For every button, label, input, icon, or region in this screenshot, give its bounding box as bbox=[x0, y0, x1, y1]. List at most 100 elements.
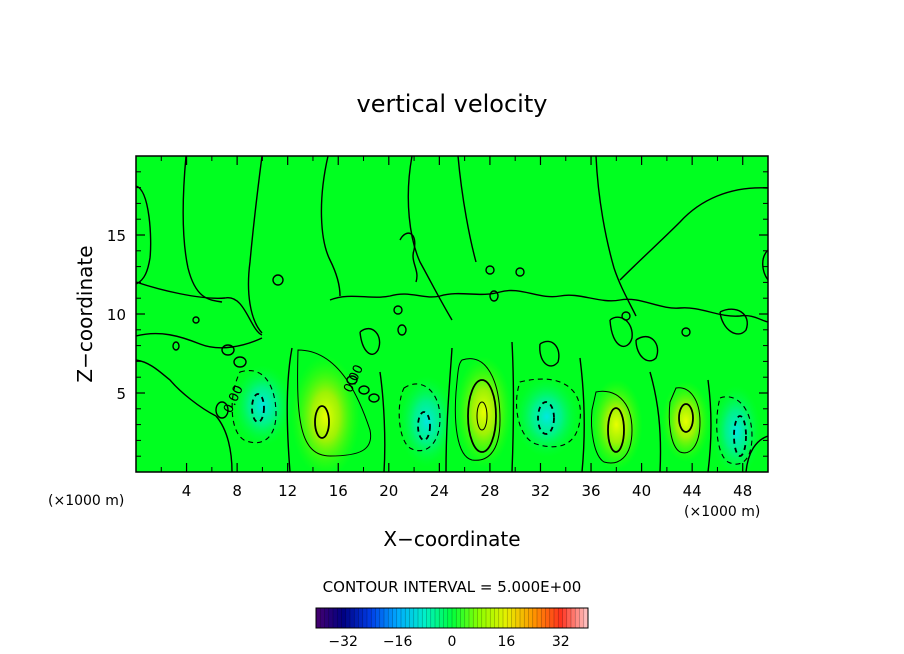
colorbar-cell bbox=[345, 608, 351, 628]
x-unit-left: (×1000 m) bbox=[48, 493, 124, 509]
colorbar-frame bbox=[315, 607, 589, 629]
colorbar-ticks: −32 −16 0 16 32 bbox=[328, 634, 569, 650]
colorbar-cell bbox=[379, 608, 385, 628]
colorbar-cell bbox=[392, 608, 398, 628]
colorbar-cell bbox=[396, 608, 402, 628]
y-tick-label-10: 10 bbox=[107, 306, 126, 324]
colorbar-cell bbox=[490, 608, 495, 628]
colorbar-cell bbox=[541, 608, 546, 628]
colorbar-tick-label--32: −32 bbox=[328, 634, 358, 650]
x-axis-ticks: 4 8 12 16 20 24 28 32 36 40 44 48 bbox=[160, 156, 752, 500]
colorbar-cell bbox=[549, 608, 555, 628]
colorbar-tick-label--16: −16 bbox=[383, 634, 413, 650]
colorbar-cell bbox=[558, 608, 563, 628]
colorbar-cell bbox=[583, 608, 589, 628]
colorbar-cell bbox=[566, 608, 572, 628]
colorbar-cell bbox=[413, 608, 419, 628]
colorbar-cell bbox=[554, 608, 559, 628]
colorbar-cell bbox=[545, 608, 551, 628]
velocity-cell-2 bbox=[291, 356, 360, 472]
colorbar-cell bbox=[515, 608, 521, 628]
colorbar-cell bbox=[443, 608, 449, 628]
chart-title: vertical velocity bbox=[357, 90, 548, 118]
colorbar-cell bbox=[333, 608, 338, 628]
colorbar-cell bbox=[367, 608, 372, 628]
colorbar-tick-label-0: 0 bbox=[448, 634, 457, 650]
x-tick-label-12: 12 bbox=[278, 482, 297, 500]
colorbar-cell bbox=[507, 608, 512, 628]
colorbar-cell bbox=[481, 608, 487, 628]
colorbar-cell bbox=[320, 608, 325, 628]
colorbar-cell bbox=[447, 608, 453, 628]
x-tick-label-28: 28 bbox=[480, 482, 499, 500]
contour-lines bbox=[136, 156, 768, 472]
x-unit-right: (×1000 m) bbox=[684, 504, 760, 520]
colorbar-cell bbox=[401, 608, 406, 628]
colorbar-cell bbox=[528, 608, 534, 628]
colorbar-cell bbox=[371, 608, 376, 628]
x-tick-label-36: 36 bbox=[581, 482, 600, 500]
velocity-cell-7 bbox=[661, 380, 711, 462]
colorbar-cell bbox=[456, 608, 461, 628]
x-tick-label-32: 32 bbox=[531, 482, 550, 500]
colorbar-cell bbox=[422, 608, 427, 628]
y-axis-ticks: 5 10 15 bbox=[107, 171, 768, 457]
x-axis-label: X−coordinate bbox=[383, 527, 520, 551]
colorbar-cell bbox=[328, 608, 334, 628]
colorbar: −32 −16 0 16 32 bbox=[315, 607, 589, 650]
x-tick-label-44: 44 bbox=[683, 482, 702, 500]
colorbar-cell bbox=[486, 608, 491, 628]
velocity-cell-3 bbox=[398, 375, 456, 467]
colorbar-cell bbox=[341, 608, 347, 628]
colorbar-cell bbox=[464, 608, 470, 628]
negative-contours bbox=[231, 369, 753, 465]
velocity-cell-5 bbox=[514, 376, 580, 458]
velocity-cell-8 bbox=[712, 385, 761, 472]
colorbar-cell bbox=[473, 608, 478, 628]
colorbar-cell bbox=[409, 608, 415, 628]
colorbar-cell bbox=[384, 608, 389, 628]
colorbar-cell bbox=[511, 608, 517, 628]
colorbar-cell bbox=[316, 608, 321, 628]
colorbar-cell bbox=[503, 608, 508, 628]
colorbar-cell bbox=[452, 608, 457, 628]
velocity-cell-1 bbox=[232, 365, 293, 447]
colorbar-cell bbox=[520, 608, 525, 628]
y-tick-label-5: 5 bbox=[116, 385, 126, 403]
x-tick-label-24: 24 bbox=[430, 482, 449, 500]
colorbar-cell bbox=[575, 608, 580, 628]
plot-area: 0.000.00 bbox=[135, 155, 769, 473]
x-tick-label-4: 4 bbox=[182, 482, 192, 500]
colorbar-tick-label-16: 16 bbox=[497, 634, 515, 650]
colorbar-cell bbox=[388, 608, 393, 628]
colorbar-cell bbox=[562, 608, 568, 628]
y-axis-label: Z−coordinate bbox=[73, 245, 97, 382]
y-tick-label-15: 15 bbox=[107, 227, 126, 245]
colorbar-cell bbox=[439, 608, 444, 628]
colorbar-cells bbox=[315, 608, 589, 628]
x-tick-label-20: 20 bbox=[379, 482, 398, 500]
colorbar-cell bbox=[362, 608, 368, 628]
colorbar-cell bbox=[477, 608, 483, 628]
colorbar-cell bbox=[350, 608, 355, 628]
colorbar-cell bbox=[324, 608, 330, 628]
colorbar-cell bbox=[354, 608, 359, 628]
colorbar-cell bbox=[460, 608, 466, 628]
colorbar-cell bbox=[498, 608, 504, 628]
colorbar-cell bbox=[418, 608, 423, 628]
colorbar-cell bbox=[537, 608, 542, 628]
colorbar-cell bbox=[579, 608, 585, 628]
colorbar-cell bbox=[405, 608, 410, 628]
x-tick-label-48: 48 bbox=[733, 482, 752, 500]
colorbar-cell bbox=[524, 608, 529, 628]
x-tick-label-40: 40 bbox=[632, 482, 651, 500]
colorbar-cell bbox=[430, 608, 436, 628]
colorbar-cell bbox=[571, 608, 576, 628]
colorbar-cell bbox=[494, 608, 500, 628]
velocity-cell-6 bbox=[590, 379, 643, 471]
colorbar-cell bbox=[532, 608, 538, 628]
colorbar-cell bbox=[375, 608, 381, 628]
x-tick-label-8: 8 bbox=[232, 482, 242, 500]
colorbar-cell bbox=[337, 608, 342, 628]
